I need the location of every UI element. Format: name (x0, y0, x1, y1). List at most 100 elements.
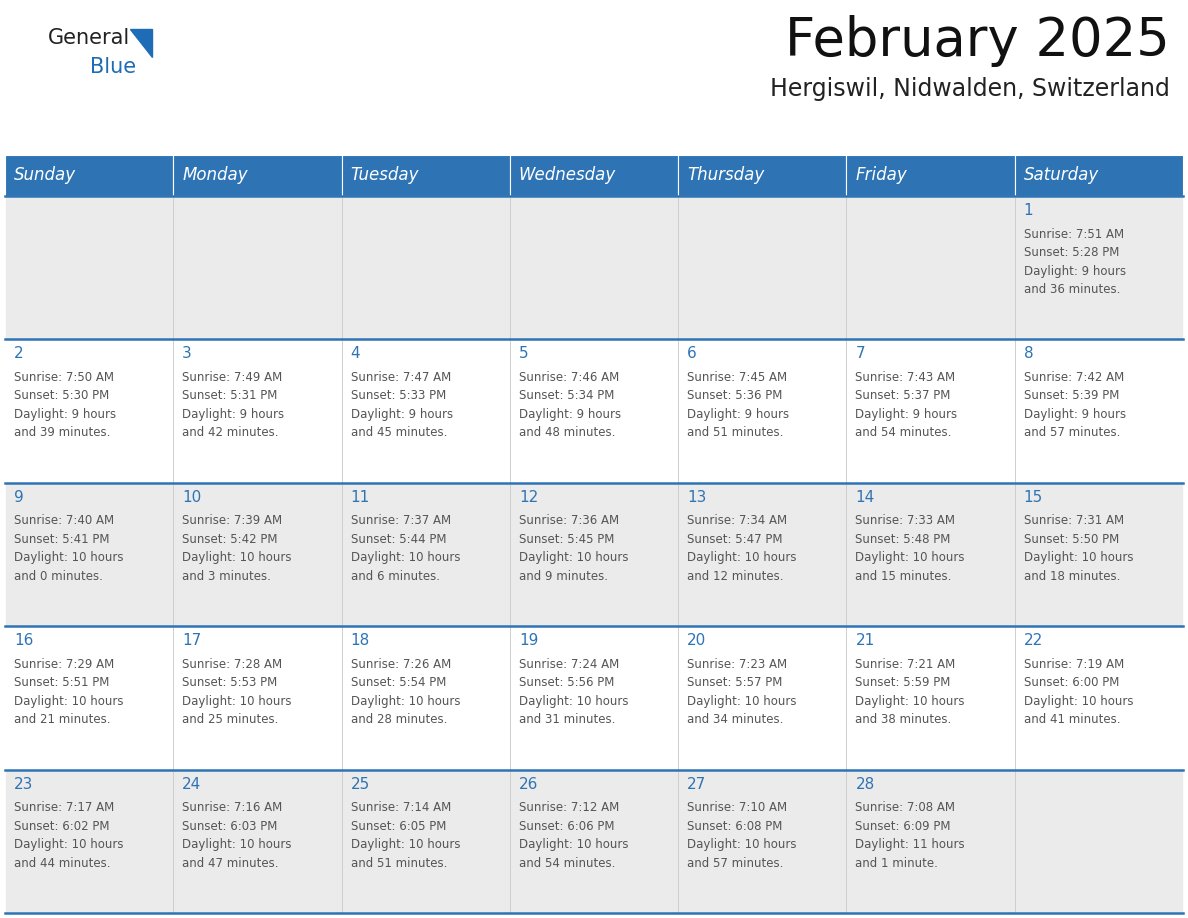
Text: Tuesday: Tuesday (350, 166, 419, 185)
Text: Sunset: 5:44 PM: Sunset: 5:44 PM (350, 532, 446, 546)
Text: Sunset: 5:57 PM: Sunset: 5:57 PM (687, 677, 783, 689)
FancyBboxPatch shape (510, 483, 678, 626)
Text: Sunset: 5:42 PM: Sunset: 5:42 PM (182, 532, 278, 546)
FancyBboxPatch shape (846, 626, 1015, 769)
Text: Sunset: 5:59 PM: Sunset: 5:59 PM (855, 677, 950, 689)
Text: and 28 minutes.: and 28 minutes. (350, 713, 447, 726)
Text: 2: 2 (14, 346, 24, 362)
FancyBboxPatch shape (342, 769, 510, 913)
Text: and 9 minutes.: and 9 minutes. (519, 570, 608, 583)
Text: and 42 minutes.: and 42 minutes. (182, 426, 279, 440)
Text: General: General (48, 28, 131, 48)
Text: Sunrise: 7:17 AM: Sunrise: 7:17 AM (14, 801, 114, 814)
Text: Sunset: 6:06 PM: Sunset: 6:06 PM (519, 820, 614, 833)
Text: 20: 20 (687, 633, 707, 648)
Text: Sunrise: 7:33 AM: Sunrise: 7:33 AM (855, 514, 955, 527)
Text: Daylight: 10 hours: Daylight: 10 hours (182, 695, 292, 708)
Text: Sunset: 5:53 PM: Sunset: 5:53 PM (182, 677, 278, 689)
FancyBboxPatch shape (678, 626, 846, 769)
Text: 3: 3 (182, 346, 192, 362)
FancyBboxPatch shape (510, 626, 678, 769)
Text: Sunset: 5:41 PM: Sunset: 5:41 PM (14, 532, 109, 546)
Text: Daylight: 9 hours: Daylight: 9 hours (855, 408, 958, 420)
Text: Sunrise: 7:14 AM: Sunrise: 7:14 AM (350, 801, 450, 814)
FancyBboxPatch shape (846, 483, 1015, 626)
Text: and 3 minutes.: and 3 minutes. (182, 570, 271, 583)
Text: Daylight: 10 hours: Daylight: 10 hours (350, 838, 460, 851)
FancyBboxPatch shape (678, 769, 846, 913)
Text: 10: 10 (182, 490, 202, 505)
Text: Sunrise: 7:31 AM: Sunrise: 7:31 AM (1024, 514, 1124, 527)
Text: Sunrise: 7:46 AM: Sunrise: 7:46 AM (519, 371, 619, 384)
FancyBboxPatch shape (173, 196, 342, 340)
Text: 26: 26 (519, 777, 538, 791)
FancyBboxPatch shape (846, 340, 1015, 483)
FancyBboxPatch shape (5, 626, 173, 769)
Text: Daylight: 9 hours: Daylight: 9 hours (1024, 408, 1126, 420)
Text: Daylight: 10 hours: Daylight: 10 hours (350, 552, 460, 565)
Text: Sunrise: 7:19 AM: Sunrise: 7:19 AM (1024, 657, 1124, 671)
Text: 19: 19 (519, 633, 538, 648)
Text: Sunset: 5:31 PM: Sunset: 5:31 PM (182, 389, 278, 402)
Text: Hergiswil, Nidwalden, Switzerland: Hergiswil, Nidwalden, Switzerland (770, 77, 1170, 101)
Text: 16: 16 (14, 633, 33, 648)
Text: Daylight: 9 hours: Daylight: 9 hours (519, 408, 621, 420)
FancyBboxPatch shape (342, 155, 510, 196)
Text: and 51 minutes.: and 51 minutes. (350, 856, 447, 869)
Text: Daylight: 10 hours: Daylight: 10 hours (687, 695, 797, 708)
Text: Sunrise: 7:42 AM: Sunrise: 7:42 AM (1024, 371, 1124, 384)
Text: Sunrise: 7:50 AM: Sunrise: 7:50 AM (14, 371, 114, 384)
Text: Sunset: 6:00 PM: Sunset: 6:00 PM (1024, 677, 1119, 689)
Text: Daylight: 10 hours: Daylight: 10 hours (1024, 552, 1133, 565)
Text: Daylight: 9 hours: Daylight: 9 hours (1024, 264, 1126, 277)
Text: and 15 minutes.: and 15 minutes. (855, 570, 952, 583)
Text: and 44 minutes.: and 44 minutes. (14, 856, 110, 869)
Text: 21: 21 (855, 633, 874, 648)
Text: Sunrise: 7:21 AM: Sunrise: 7:21 AM (855, 657, 955, 671)
Text: Sunday: Sunday (14, 166, 76, 185)
Text: and 57 minutes.: and 57 minutes. (687, 856, 784, 869)
Text: Daylight: 10 hours: Daylight: 10 hours (14, 695, 124, 708)
Text: and 12 minutes.: and 12 minutes. (687, 570, 784, 583)
Text: and 0 minutes.: and 0 minutes. (14, 570, 103, 583)
Text: and 57 minutes.: and 57 minutes. (1024, 426, 1120, 440)
FancyBboxPatch shape (5, 483, 173, 626)
Text: and 21 minutes.: and 21 minutes. (14, 713, 110, 726)
Text: Daylight: 9 hours: Daylight: 9 hours (687, 408, 789, 420)
Text: Sunset: 5:45 PM: Sunset: 5:45 PM (519, 532, 614, 546)
Text: Sunset: 5:34 PM: Sunset: 5:34 PM (519, 389, 614, 402)
Text: Sunrise: 7:16 AM: Sunrise: 7:16 AM (182, 801, 283, 814)
Text: 24: 24 (182, 777, 202, 791)
Text: Sunset: 6:08 PM: Sunset: 6:08 PM (687, 820, 783, 833)
Text: Sunset: 5:30 PM: Sunset: 5:30 PM (14, 389, 109, 402)
FancyBboxPatch shape (1015, 626, 1183, 769)
FancyBboxPatch shape (342, 196, 510, 340)
Text: 14: 14 (855, 490, 874, 505)
FancyBboxPatch shape (678, 483, 846, 626)
Text: and 1 minute.: and 1 minute. (855, 856, 939, 869)
Text: and 6 minutes.: and 6 minutes. (350, 570, 440, 583)
FancyBboxPatch shape (510, 155, 678, 196)
Text: Sunrise: 7:45 AM: Sunrise: 7:45 AM (687, 371, 788, 384)
Text: Sunset: 5:51 PM: Sunset: 5:51 PM (14, 677, 109, 689)
Text: Sunset: 6:02 PM: Sunset: 6:02 PM (14, 820, 109, 833)
Text: February 2025: February 2025 (785, 15, 1170, 67)
Text: Sunrise: 7:23 AM: Sunrise: 7:23 AM (687, 657, 788, 671)
Text: Daylight: 11 hours: Daylight: 11 hours (855, 838, 965, 851)
Text: Sunset: 6:05 PM: Sunset: 6:05 PM (350, 820, 446, 833)
Text: Saturday: Saturday (1024, 166, 1099, 185)
FancyBboxPatch shape (5, 340, 173, 483)
FancyBboxPatch shape (342, 340, 510, 483)
Text: 5: 5 (519, 346, 529, 362)
Text: and 45 minutes.: and 45 minutes. (350, 426, 447, 440)
Text: and 54 minutes.: and 54 minutes. (519, 856, 615, 869)
FancyBboxPatch shape (5, 196, 173, 340)
Text: Daylight: 10 hours: Daylight: 10 hours (14, 552, 124, 565)
Text: Sunset: 5:33 PM: Sunset: 5:33 PM (350, 389, 446, 402)
Text: and 18 minutes.: and 18 minutes. (1024, 570, 1120, 583)
FancyBboxPatch shape (678, 155, 846, 196)
Text: and 47 minutes.: and 47 minutes. (182, 856, 279, 869)
FancyBboxPatch shape (846, 196, 1015, 340)
Text: Sunrise: 7:12 AM: Sunrise: 7:12 AM (519, 801, 619, 814)
Text: 1: 1 (1024, 203, 1034, 218)
